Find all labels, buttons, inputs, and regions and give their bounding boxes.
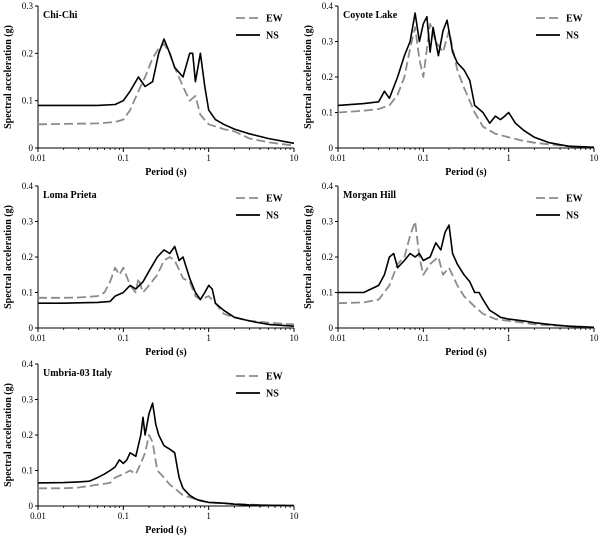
y-tick-label: 0.3 — [22, 217, 34, 227]
y-tick-label: 0.2 — [322, 72, 333, 82]
panel-title: Loma Prieta — [43, 190, 97, 201]
series-line-ns — [38, 245, 295, 327]
y-tick-label: 0.1 — [322, 108, 333, 118]
y-tick-label: 0.3 — [322, 37, 334, 47]
x-tick-label: 0.1 — [118, 153, 129, 163]
y-axis-title: Spectral acceleration (g) — [303, 25, 314, 129]
series-line-ew — [38, 256, 295, 326]
chart-panel-umbria-03-italy: 0 0.1 0.2 0.3 0.4 0.01 0.1 1 10 Period (s) Spectra… — [0, 358, 300, 543]
x-tick-label: 0.1 — [118, 511, 129, 521]
x-axis-title: Period (s) — [145, 525, 186, 536]
y-tick-label: 0.2 — [22, 430, 33, 440]
x-axis-title: Period (s) — [445, 167, 486, 178]
chart-panel-morgan-hill: 0 0.1 0.2 0.3 0.4 0.01 0.1 1 10 Period (s) Spectra… — [300, 180, 600, 363]
series-line-ns — [37, 402, 295, 507]
y-tick-label: 0.3 — [322, 217, 334, 227]
x-tick-label: 0.01 — [330, 153, 346, 163]
y-tick-label: 0.3 — [22, 395, 34, 405]
series-line-ns — [338, 224, 595, 329]
x-tick-label: 10 — [290, 511, 300, 521]
x-axis-title: Period (s) — [145, 347, 186, 358]
x-tick-label: 10 — [590, 333, 600, 343]
y-tick-label: 0.1 — [22, 96, 33, 106]
chart-svg: 0 0.1 0.2 0.3 0.4 0.01 0.1 1 10 Period (s) Spectra… — [3, 359, 300, 536]
series-line-ew — [38, 434, 295, 507]
y-tick-label: 0.4 — [322, 1, 334, 11]
y-tick-label: 0 — [329, 323, 334, 333]
y-tick-label: 0.1 — [22, 466, 33, 476]
y-axis-title: Spectral acceleration (g) — [3, 383, 14, 487]
y-tick-label: 0.4 — [22, 359, 34, 369]
legend-label-ew: EW — [566, 14, 583, 25]
chart-panel-loma-prieta: 0 0.1 0.2 0.3 0.4 0.01 0.1 1 10 Period (s) Spectra… — [0, 180, 300, 363]
y-axis-title: Spectral acceleration (g) — [3, 205, 14, 309]
legend-label-ew: EW — [566, 194, 583, 205]
y-tick-label: 0 — [29, 501, 34, 511]
legend-label-ew: EW — [266, 194, 283, 205]
x-tick-label: 10 — [290, 153, 300, 163]
x-tick-label: 0.1 — [418, 153, 429, 163]
series-line-ew — [337, 220, 595, 329]
x-axis-title: Period (s) — [445, 347, 486, 358]
chart-svg: 0 0.1 0.2 0.3 0.4 0.01 0.1 1 10 Period (s) Spectra… — [3, 181, 300, 358]
panel-title: Umbria-03 Italy — [43, 368, 112, 379]
series-line-ew — [37, 43, 295, 147]
panel-title: Coyote Lake — [343, 10, 398, 21]
y-axis-title: Spectral acceleration (g) — [303, 205, 314, 309]
series-line-ns — [337, 12, 595, 149]
y-tick-label: 0 — [29, 323, 34, 333]
legend-label-ns: NS — [266, 31, 279, 42]
y-tick-label: 0.2 — [22, 252, 33, 262]
x-tick-label: 1 — [506, 153, 511, 163]
x-tick-label: 1 — [206, 153, 211, 163]
x-tick-label: 0.01 — [330, 333, 346, 343]
y-axis-title: Spectral acceleration (g) — [3, 25, 14, 129]
chart-panel-coyote-lake: 0 0.1 0.2 0.3 0.4 0.01 0.1 1 10 Period (s) Spectra… — [300, 0, 600, 185]
x-tick-label: 1 — [206, 511, 211, 521]
x-tick-label: 1 — [506, 333, 511, 343]
y-tick-label: 0.4 — [22, 181, 34, 191]
panel-title: Chi-Chi — [43, 10, 78, 21]
x-tick-label: 0.1 — [418, 333, 429, 343]
y-tick-label: 0.4 — [322, 181, 334, 191]
x-tick-label: 0.1 — [118, 333, 129, 343]
chart-svg: 0 0.1 0.2 0.3 0.4 0.01 0.1 1 10 Period (s) Spectra… — [303, 1, 600, 178]
x-tick-label: 0.01 — [30, 333, 46, 343]
x-axis-title: Period (s) — [145, 167, 186, 178]
x-tick-label: 1 — [206, 333, 211, 343]
series-line-ew — [337, 22, 595, 149]
y-tick-label: 0.1 — [322, 288, 333, 298]
y-tick-label: 0.1 — [22, 288, 33, 298]
legend-label-ns: NS — [566, 211, 579, 222]
legend-label-ns: NS — [266, 211, 279, 222]
x-tick-label: 0.01 — [30, 511, 46, 521]
series-line-ns — [38, 38, 295, 145]
x-tick-label: 10 — [590, 153, 600, 163]
y-tick-label: 0 — [29, 143, 34, 153]
chart-svg: 0 0.1 0.2 0.3 0.4 0.01 0.1 1 10 Period (s) Spectra… — [303, 181, 600, 358]
chart-panel-chi-chi: 0 0.1 0.2 0.3 0.01 0.1 1 10 Period (s) Spectral a… — [0, 0, 300, 185]
legend-label-ns: NS — [266, 389, 279, 400]
y-tick-label: 0.2 — [22, 48, 33, 58]
legend-label-ew: EW — [266, 14, 283, 25]
x-tick-label: 10 — [290, 333, 300, 343]
y-tick-label: 0 — [329, 143, 334, 153]
y-tick-label: 0.2 — [322, 252, 333, 262]
legend-label-ew: EW — [266, 372, 283, 383]
legend-label-ns: NS — [566, 31, 579, 42]
chart-svg: 0 0.1 0.2 0.3 0.01 0.1 1 10 Period (s) Spectral a… — [3, 1, 300, 178]
panel-title: Morgan Hill — [343, 190, 396, 201]
x-tick-label: 0.01 — [30, 153, 46, 163]
y-tick-label: 0.3 — [22, 1, 34, 11]
